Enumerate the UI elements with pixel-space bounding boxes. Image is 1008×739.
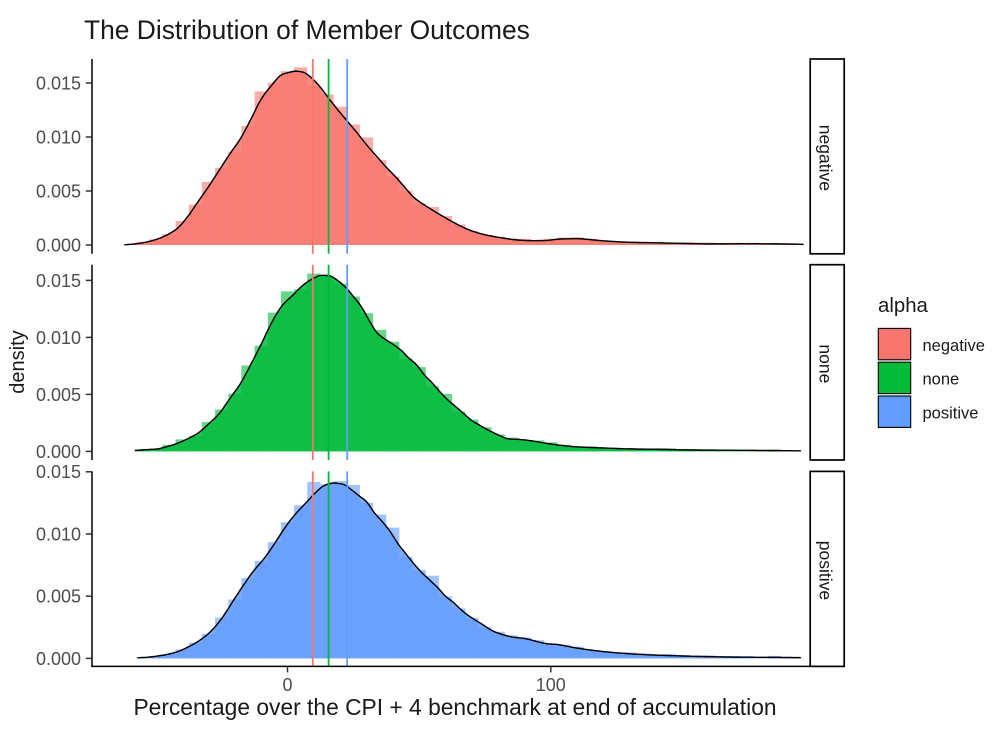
svg-text:0.015: 0.015 [36,271,81,291]
svg-text:0.005: 0.005 [36,587,81,607]
svg-text:negative: negative [923,337,985,355]
svg-text:0.000: 0.000 [36,235,81,255]
svg-text:none: none [815,344,835,383]
svg-text:0.010: 0.010 [36,127,81,147]
svg-text:0.005: 0.005 [36,181,81,201]
svg-text:0.000: 0.000 [36,649,81,669]
svg-text:density: density [7,330,29,393]
svg-text:0.000: 0.000 [36,442,81,462]
svg-text:Percentage over the CPI + 4 be: Percentage over the CPI + 4 benchmark at… [133,694,776,720]
svg-text:The Distribution of Member Out: The Distribution of Member Outcomes [84,15,530,45]
svg-text:100: 100 [536,675,566,695]
svg-text:positive: positive [815,541,835,600]
svg-text:0.010: 0.010 [36,524,81,544]
svg-text:positive: positive [923,404,979,422]
svg-text:alpha: alpha [878,295,929,317]
svg-text:none: none [923,371,960,389]
svg-text:0.015: 0.015 [36,462,81,482]
svg-text:0.010: 0.010 [36,328,81,348]
svg-text:0: 0 [282,675,292,695]
svg-text:0.005: 0.005 [36,385,81,405]
svg-text:negative: negative [815,125,835,191]
svg-text:0.015: 0.015 [36,73,81,93]
